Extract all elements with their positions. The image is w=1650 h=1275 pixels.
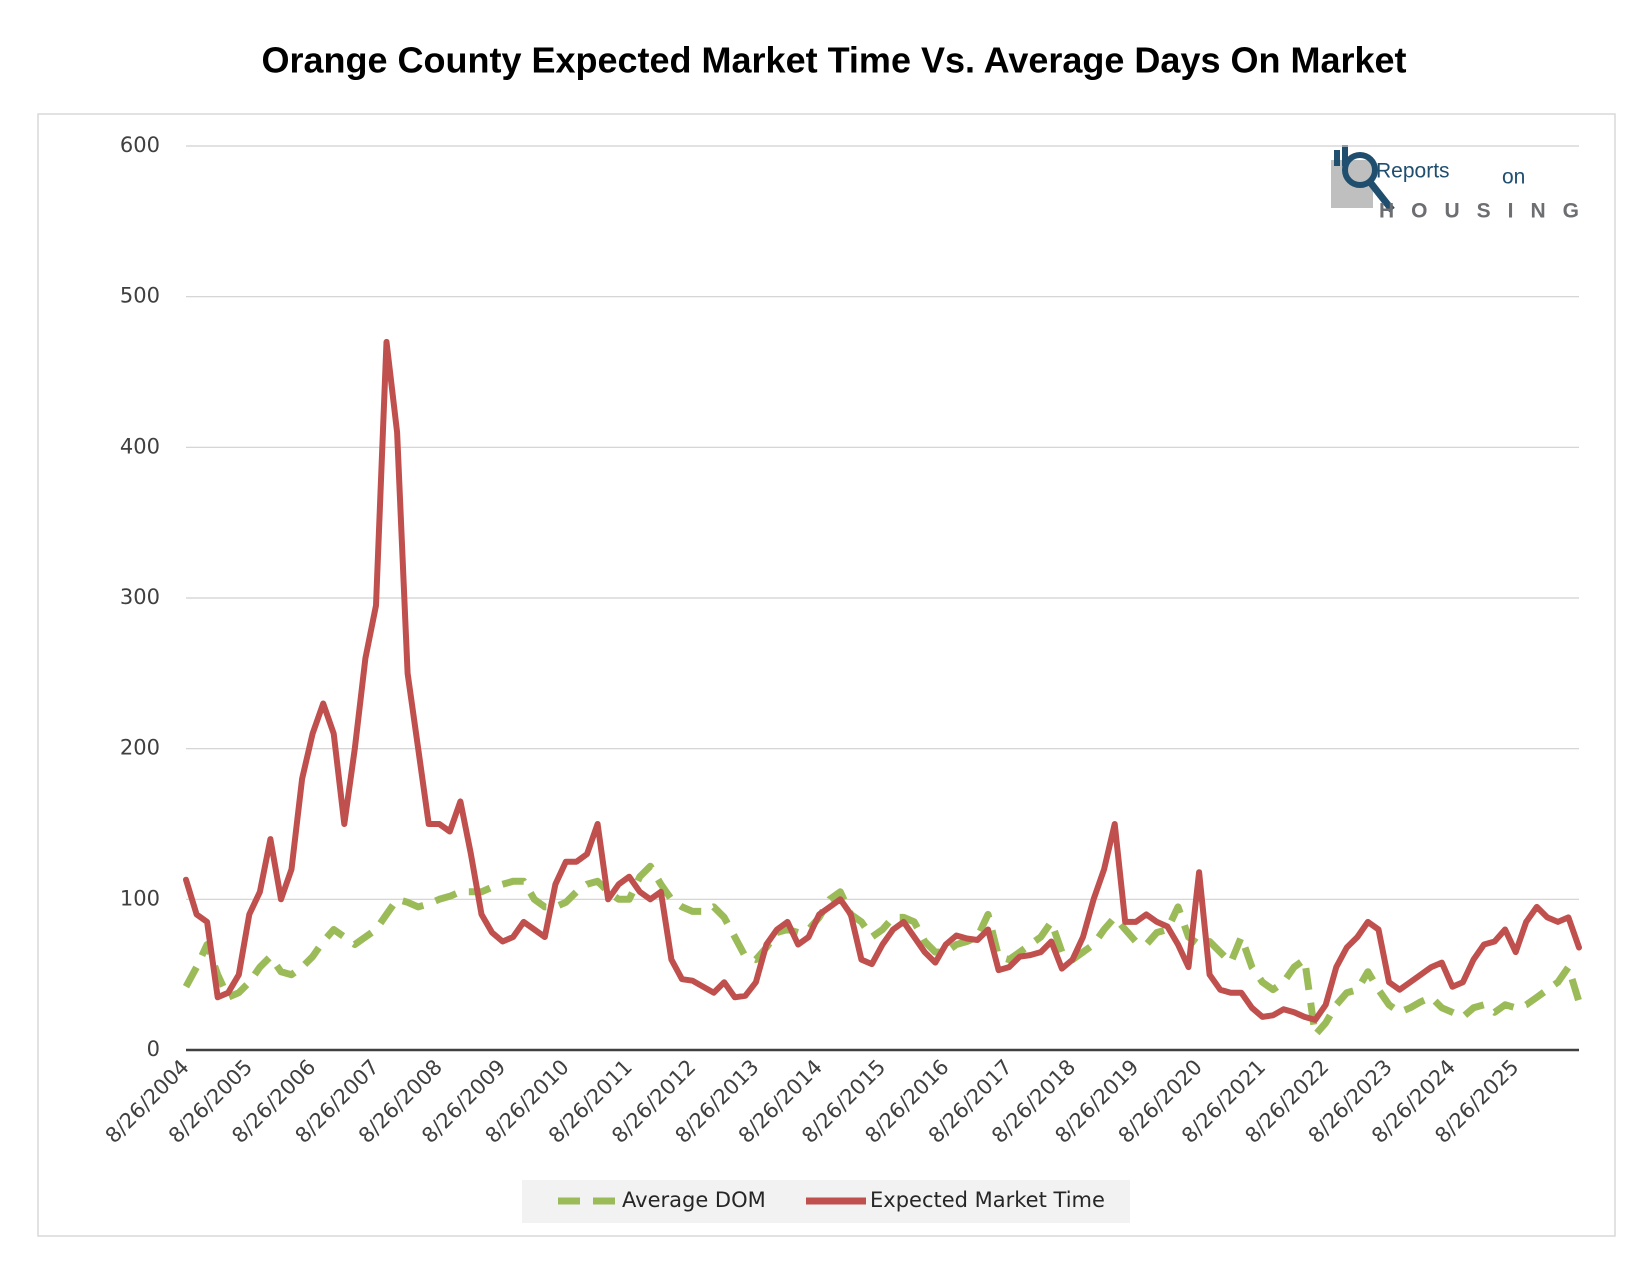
legend-label: Average DOM bbox=[622, 1188, 766, 1212]
y-tick-label: 500 bbox=[120, 284, 160, 308]
series-line bbox=[182, 862, 1583, 1039]
logo-bar bbox=[1342, 145, 1348, 166]
logo-text: on bbox=[1502, 166, 1525, 189]
y-tick-label: 200 bbox=[120, 736, 160, 760]
y-tick-label: 100 bbox=[120, 886, 160, 910]
logo: Reports on HOUSING bbox=[1331, 145, 1579, 223]
logo-text: HOUSING bbox=[1379, 200, 1579, 223]
series-line bbox=[183, 338, 1582, 1023]
y-tick-label: 0 bbox=[147, 1037, 160, 1061]
logo-text: Reports bbox=[1376, 160, 1450, 183]
chart-frame bbox=[37, 113, 1616, 1237]
y-tick-label: 400 bbox=[120, 434, 160, 458]
legend-label: Expected Market Time bbox=[870, 1188, 1105, 1212]
chart-title: Orange County Expected Market Time Vs. A… bbox=[261, 40, 1406, 81]
y-tick-label: 600 bbox=[120, 133, 160, 157]
y-tick-label: 300 bbox=[120, 585, 160, 609]
logo-lens bbox=[1342, 152, 1378, 188]
logo-bar bbox=[1334, 150, 1340, 166]
logo-handle bbox=[1367, 179, 1395, 213]
